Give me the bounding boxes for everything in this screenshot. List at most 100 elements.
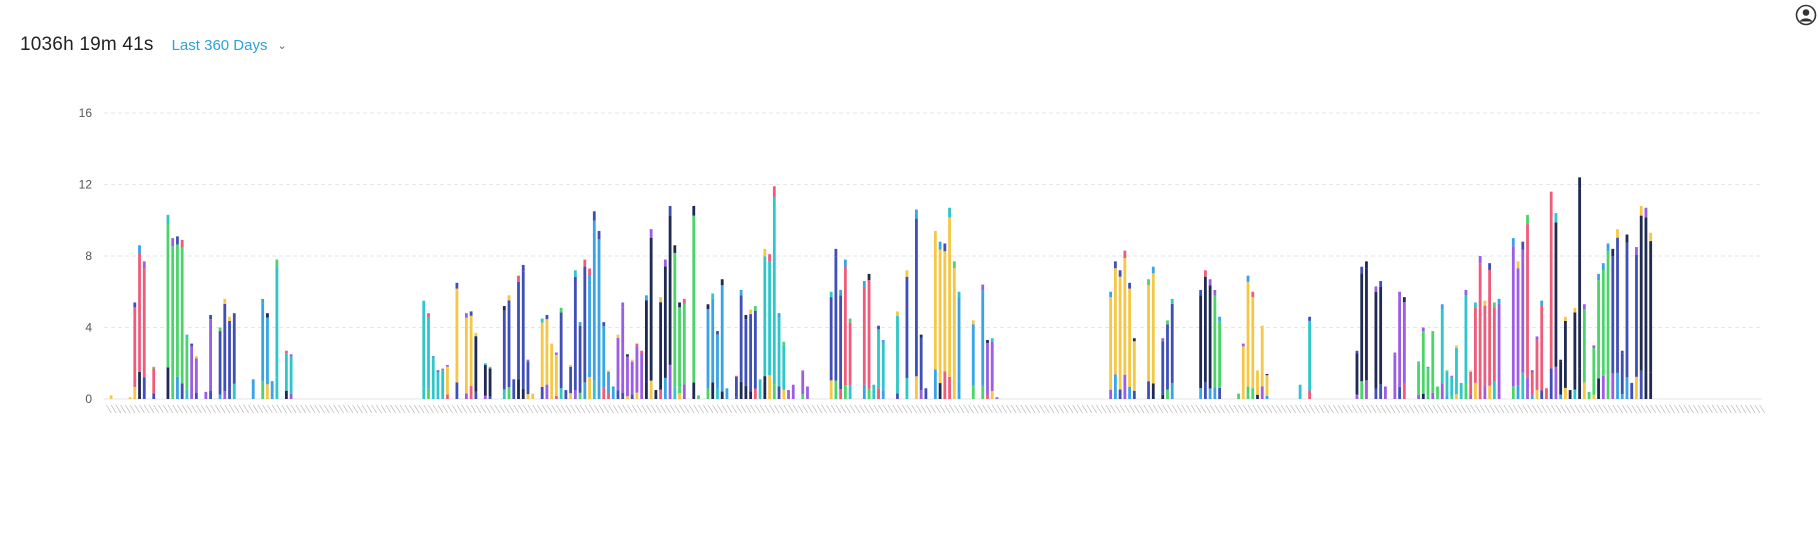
x-tick-label xyxy=(1693,404,1699,414)
bar-segment xyxy=(933,369,937,399)
x-tick-label xyxy=(1546,404,1552,414)
bar-segment xyxy=(758,379,762,399)
x-tick-label xyxy=(835,404,842,414)
bar-segment xyxy=(559,312,563,389)
bar-segment xyxy=(659,302,663,390)
bar-segment xyxy=(1530,370,1534,372)
bar-segment xyxy=(611,386,615,399)
user-avatar-icon[interactable] xyxy=(1795,4,1817,26)
bar-segment xyxy=(1398,386,1402,399)
bar-segment xyxy=(1237,393,1240,399)
bar-segment xyxy=(1516,268,1520,386)
bar-segment xyxy=(1535,336,1539,340)
bar-segment xyxy=(1535,389,1539,399)
bar-segment xyxy=(635,343,639,347)
bar-segment xyxy=(261,298,265,304)
bar-segment xyxy=(1421,327,1425,332)
bar-segment xyxy=(1474,307,1477,383)
x-tick-label xyxy=(1541,404,1547,414)
x-tick-label xyxy=(1243,404,1249,414)
bar-segment xyxy=(711,298,715,383)
x-tick-label xyxy=(1190,404,1197,414)
x-tick-label xyxy=(504,404,510,414)
x-tick-label xyxy=(764,404,771,414)
bar-segment xyxy=(559,388,563,399)
x-tick-label xyxy=(219,404,226,414)
x-tick-label xyxy=(447,404,453,414)
bar-segment xyxy=(474,332,478,337)
bar-segment xyxy=(943,243,947,252)
bar-segment xyxy=(483,363,487,366)
bar-segment xyxy=(128,397,132,399)
bar-segment xyxy=(673,245,677,253)
x-tick-label xyxy=(432,404,439,414)
bar-segment xyxy=(1592,348,1596,395)
x-tick-label xyxy=(489,404,496,414)
x-tick-label xyxy=(1588,404,1595,414)
bar-segment xyxy=(787,390,790,399)
bar-segment xyxy=(1113,268,1117,375)
date-range-dropdown[interactable]: Last 360 Days ⌄ xyxy=(172,37,287,54)
summary-header: 1036h 19m 41s Last 360 Days ⌄ xyxy=(20,34,287,56)
x-tick-label xyxy=(1304,404,1311,414)
bar-segment xyxy=(1265,395,1269,399)
bar-segment xyxy=(720,285,724,392)
x-tick-label xyxy=(925,404,932,414)
bar-segment xyxy=(1554,222,1558,367)
bar-segment xyxy=(772,186,776,197)
bar-segment xyxy=(626,356,629,397)
bar-segment xyxy=(275,266,279,378)
bar-segment xyxy=(749,314,753,392)
x-tick-label xyxy=(120,404,126,414)
bar-segment xyxy=(1564,320,1567,388)
bar-segment xyxy=(948,376,951,399)
bar-segment xyxy=(1511,238,1515,247)
x-tick-label xyxy=(1659,404,1666,414)
x-tick-label xyxy=(475,404,482,414)
bar-segment xyxy=(706,388,710,399)
x-tick-label xyxy=(428,404,434,414)
bar-segment xyxy=(1151,266,1155,274)
bar-segment xyxy=(1492,302,1496,308)
bar-segment xyxy=(1464,295,1468,384)
bar-segment xyxy=(1118,389,1122,399)
bar-segment xyxy=(142,261,146,269)
bar-segment xyxy=(986,342,989,395)
x-tick-label xyxy=(726,404,733,414)
bar-segment xyxy=(455,382,459,399)
x-tick-label xyxy=(1153,404,1159,414)
bar-segment xyxy=(1123,374,1127,399)
x-tick-label xyxy=(1479,404,1486,414)
bar-segment xyxy=(720,279,724,286)
x-tick-label xyxy=(973,404,979,414)
bar-segment xyxy=(862,281,866,287)
x-tick-label xyxy=(1607,404,1614,414)
x-tick-label xyxy=(840,404,846,414)
x-tick-label xyxy=(1171,404,1178,414)
x-tick-label xyxy=(849,404,856,414)
x-tick-label xyxy=(305,404,311,414)
bar-segment xyxy=(1246,281,1250,387)
bar-segment xyxy=(1365,261,1368,269)
bar-segment xyxy=(1251,388,1255,399)
bar-segment xyxy=(266,313,269,318)
bar-segment xyxy=(843,259,847,267)
bar-segment xyxy=(1478,256,1482,264)
bar-segment xyxy=(232,317,236,384)
x-tick-label xyxy=(1224,404,1230,414)
x-tick-label xyxy=(148,404,155,414)
bar-segment xyxy=(597,230,601,240)
bar-segment xyxy=(806,386,809,399)
bar-segment xyxy=(540,318,544,323)
bar-segment xyxy=(521,271,525,389)
x-tick-label xyxy=(864,404,870,414)
bar-segment xyxy=(223,303,227,392)
x-tick-label xyxy=(134,404,141,414)
bar-segment xyxy=(692,205,696,216)
bar-segment xyxy=(228,320,231,390)
bar-segment xyxy=(1365,268,1368,381)
bar-segment xyxy=(1379,286,1383,385)
x-tick-label xyxy=(366,404,373,414)
bar-segment xyxy=(1540,390,1544,399)
bar-segment xyxy=(194,393,198,399)
